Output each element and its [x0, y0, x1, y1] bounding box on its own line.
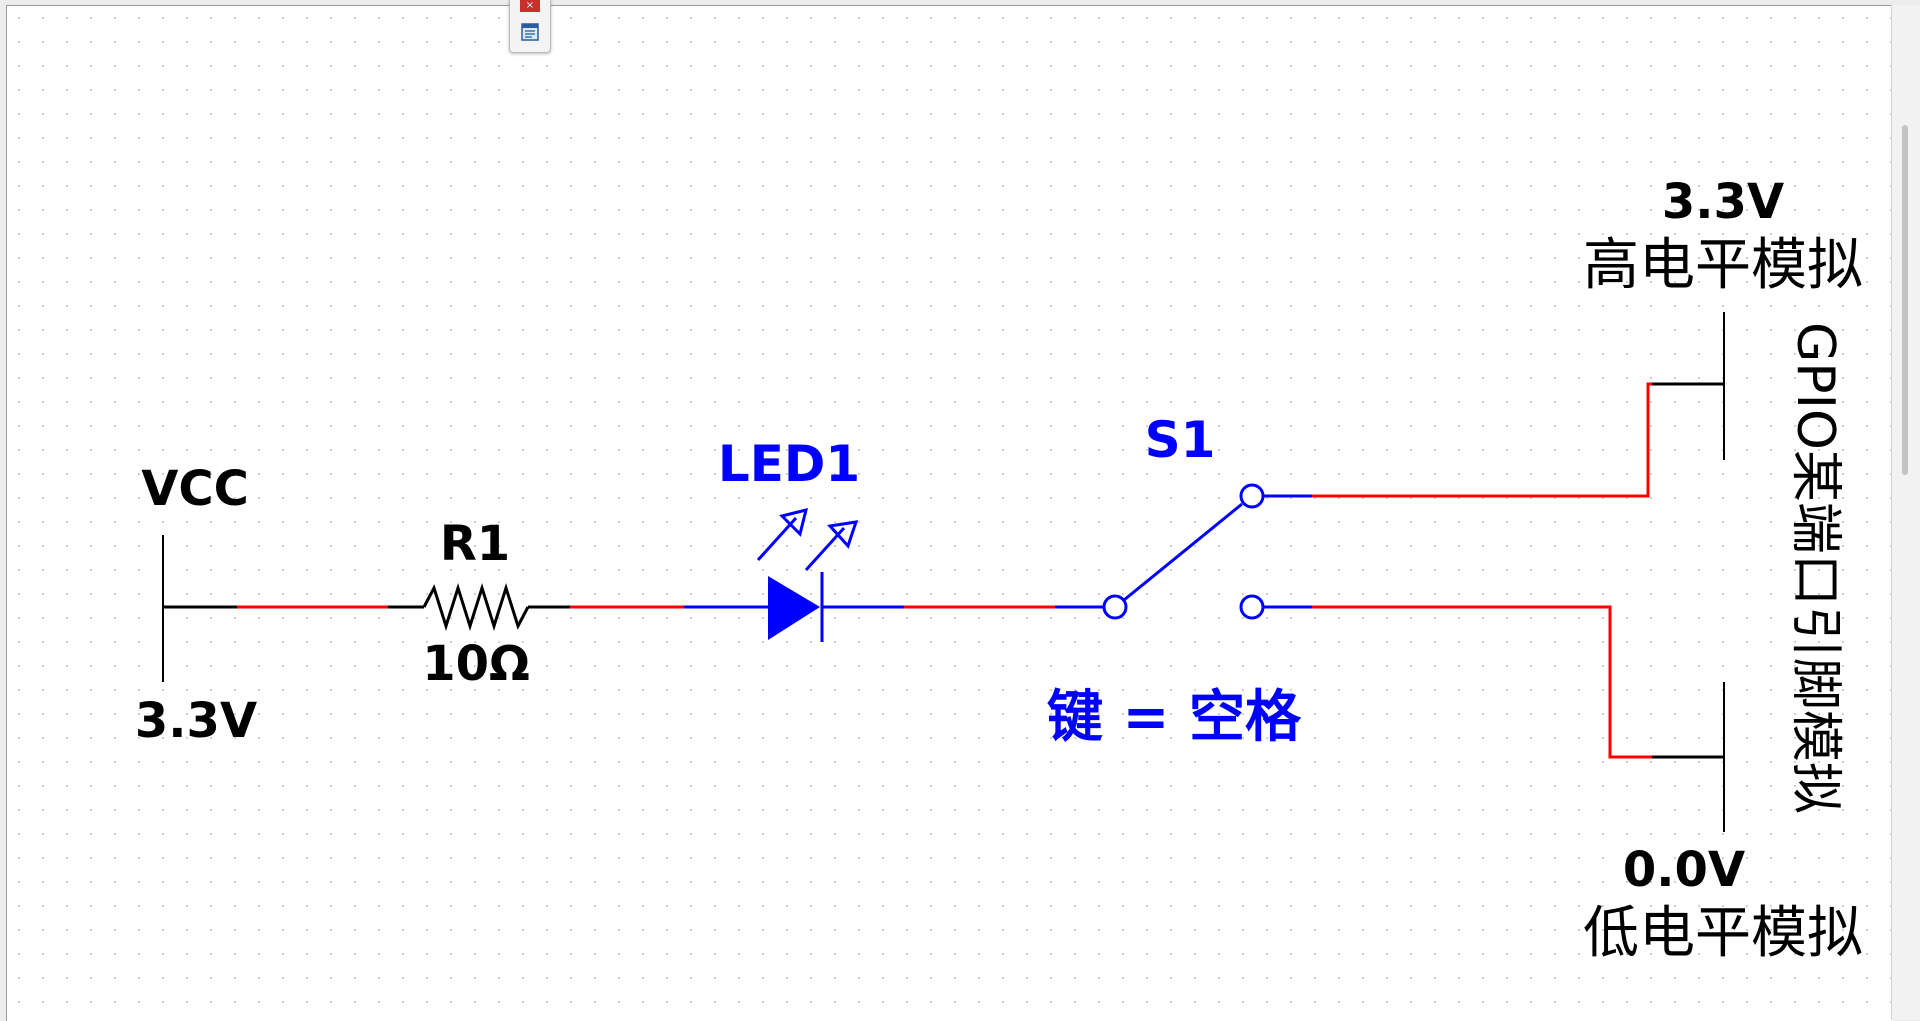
- high-level-source[interactable]: 3.3V 高电平模拟: [1583, 174, 1863, 460]
- low-level-label: 低电平模拟: [1583, 901, 1863, 966]
- toolbox-close-button[interactable]: ×: [520, 0, 540, 12]
- vcc-name-label: VCC: [141, 461, 249, 517]
- low-level-source[interactable]: 0.0V 低电平模拟: [1583, 682, 1863, 966]
- list-window-icon[interactable]: [521, 23, 539, 41]
- wire-s1-low[interactable]: [1312, 605, 1652, 759]
- vcc-source[interactable]: VCC 3.3V: [135, 461, 257, 749]
- r1-name-label: R1: [440, 516, 510, 572]
- high-value-label: 3.3V: [1662, 174, 1784, 230]
- gpio-pin-label: GPIO某端口引脚模拟: [1785, 322, 1845, 814]
- s1-name-label: S1: [1145, 411, 1216, 469]
- high-level-label: 高电平模拟: [1583, 233, 1863, 298]
- s1-key-label: 键 = 空格: [1047, 685, 1302, 750]
- scroll-thumb[interactable]: [1902, 125, 1908, 475]
- switch-s1[interactable]: S1 键 = 空格: [1047, 411, 1312, 750]
- schematic-canvas[interactable]: [6, 5, 1893, 1021]
- vcc-value-label: 3.3V: [135, 693, 257, 749]
- floating-toolbox[interactable]: ×: [509, 0, 551, 53]
- vertical-scrollbar[interactable]: [1891, 5, 1920, 1020]
- led1-name-label: LED1: [718, 435, 860, 493]
- wire-s1-high[interactable]: [1312, 382, 1652, 498]
- low-value-label: 0.0V: [1623, 842, 1745, 898]
- resistor-r1[interactable]: R1 10Ω: [388, 516, 570, 692]
- r1-value-label: 10Ω: [422, 636, 530, 692]
- led-led1[interactable]: LED1: [684, 435, 904, 642]
